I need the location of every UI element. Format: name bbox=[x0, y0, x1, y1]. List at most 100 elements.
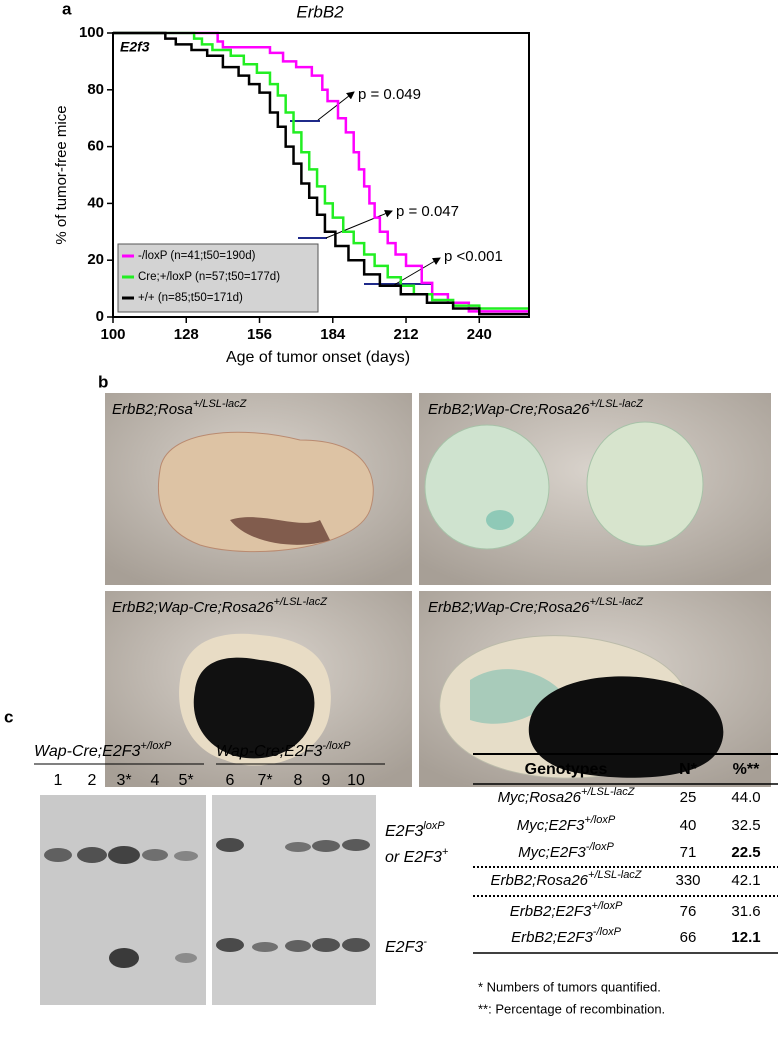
photo-caption: ErbB2;Wap-Cre;Rosa26+/LSL-lacZ bbox=[428, 596, 644, 616]
percent-cell: 42.1 bbox=[731, 872, 760, 889]
lane-label: 5* bbox=[178, 772, 193, 789]
tissue bbox=[586, 421, 704, 547]
plot-frame bbox=[112, 32, 530, 318]
table: Genotypes N* %** * Numbers of tumors qua… bbox=[473, 753, 778, 1016]
photo-caption: ErbB2;Wap-Cre;Rosa26+/LSL-lacZ bbox=[112, 596, 328, 616]
photo-caption: ErbB2;Rosa+/LSL-lacZ bbox=[112, 398, 248, 418]
p-value: p = 0.047 bbox=[396, 203, 459, 220]
percent-cell: 44.0 bbox=[731, 789, 760, 806]
photo-panel: ErbB2;Rosa+/LSL-lacZ ErbB2;Wap-Cre;Rosa2… bbox=[105, 393, 771, 787]
p-value: p <0.001 bbox=[444, 248, 503, 265]
photo-caption: ErbB2;Wap-Cre;Rosa26+/LSL-lacZ bbox=[428, 398, 644, 418]
arrow bbox=[325, 209, 393, 239]
caption-sup: +/LSL-lacZ bbox=[589, 596, 644, 608]
band bbox=[216, 838, 244, 852]
caption-sup: +/LSL-lacZ bbox=[193, 398, 248, 410]
genotype-sup: +/loxP bbox=[591, 900, 623, 912]
table-header: %** bbox=[733, 761, 760, 778]
caption-base: ErbB2;Wap-Cre;Rosa26 bbox=[428, 599, 590, 616]
tissue bbox=[230, 517, 330, 545]
p-value: p = 0.049 bbox=[358, 86, 421, 103]
survival-curve bbox=[113, 31, 529, 310]
x-tick-label: 184 bbox=[320, 326, 346, 343]
genotype-base: Myc;E2F3 bbox=[518, 844, 586, 861]
band-base: E2F3 bbox=[385, 823, 423, 840]
band bbox=[216, 938, 244, 952]
band-label: E2F3loxP bbox=[385, 820, 445, 840]
lane-label: 10 bbox=[347, 772, 365, 789]
percent-cell: 12.1 bbox=[731, 929, 760, 946]
band bbox=[142, 849, 168, 861]
band-base: or E2F3 bbox=[385, 849, 442, 866]
caption-base: ErbB2;Wap-Cre;Rosa26 bbox=[112, 599, 274, 616]
genotype-sup: -/loxP bbox=[593, 926, 622, 938]
lane-label: 6 bbox=[226, 772, 235, 789]
lane-label: 7* bbox=[257, 772, 272, 789]
group-base: Wap-Cre;E2F3 bbox=[34, 743, 141, 760]
bands bbox=[44, 838, 370, 968]
band bbox=[44, 848, 72, 862]
group-sup: -/loxP bbox=[322, 740, 351, 752]
gel-panel: Wap-Cre;E2F3+/loxP Wap-Cre;E2F3-/loxP E2… bbox=[34, 740, 449, 1005]
genotype-sup: +/loxP bbox=[584, 814, 616, 826]
x-tick-label: 100 bbox=[100, 326, 125, 343]
panel-label: c bbox=[4, 707, 13, 726]
x-axis-label: Age of tumor onset (days) bbox=[226, 349, 410, 366]
band bbox=[252, 942, 278, 952]
panel-label: b bbox=[98, 372, 108, 391]
genotype-cell: Myc;Rosa26+/LSL-lacZ bbox=[498, 786, 636, 806]
group-sup: +/loxP bbox=[140, 740, 172, 752]
genotype-base: Myc;Rosa26 bbox=[498, 789, 582, 806]
genotype-sup: +/LSL-lacZ bbox=[581, 786, 636, 798]
band bbox=[175, 953, 197, 963]
tissue bbox=[193, 657, 315, 759]
panel-label: a bbox=[62, 0, 72, 18]
gel-image bbox=[212, 795, 376, 1005]
percent-cell: 22.5 bbox=[731, 844, 760, 861]
band-sup: + bbox=[442, 846, 449, 858]
group-label: Wap-Cre;E2F3-/loxP bbox=[216, 740, 351, 760]
band bbox=[342, 938, 370, 952]
band-label: E2F3- bbox=[385, 936, 427, 956]
x-tick-label: 128 bbox=[174, 326, 199, 343]
y-tick-label: 0 bbox=[96, 308, 104, 325]
genotype-sup: +/LSL-lacZ bbox=[588, 869, 643, 881]
gel-image bbox=[40, 795, 206, 1005]
table-note: * Numbers of tumors quantified. bbox=[478, 979, 661, 994]
group-label: Wap-Cre;E2F3+/loxP bbox=[34, 740, 172, 760]
genotype-base: Myc;E2F3 bbox=[517, 817, 585, 834]
percent-cell: 32.5 bbox=[731, 817, 760, 834]
band-base: E2F3 bbox=[385, 939, 423, 956]
table-header: Genotypes bbox=[525, 761, 608, 778]
band bbox=[109, 948, 139, 968]
genotype-base: ErbB2;E2F3 bbox=[510, 903, 592, 920]
legend-box bbox=[117, 243, 319, 313]
tissue bbox=[528, 676, 724, 778]
group-base: Wap-Cre;E2F3 bbox=[216, 743, 323, 760]
tissue bbox=[424, 424, 550, 550]
caption-base: ErbB2;Rosa bbox=[112, 401, 193, 418]
genotype-cell: Myc;E2F3-/loxP bbox=[518, 841, 614, 861]
caption-sup: +/LSL-lacZ bbox=[273, 596, 328, 608]
band bbox=[285, 940, 311, 952]
survival-curve bbox=[113, 31, 529, 316]
legend-label: +/+ (n=85;t50=171d) bbox=[138, 292, 243, 304]
band bbox=[342, 839, 370, 851]
table-note: **: Percentage of recombination. bbox=[478, 1001, 665, 1016]
genotype-cell: ErbB2;E2F3+/loxP bbox=[510, 900, 623, 920]
arrow bbox=[317, 91, 355, 121]
genotype-base: ErbB2;Rosa26 bbox=[490, 872, 588, 889]
annotation: E2f3 bbox=[120, 39, 150, 55]
band bbox=[285, 842, 311, 852]
legend-label: -/loxP (n=41;t50=190d) bbox=[138, 250, 256, 262]
band-sup: loxP bbox=[423, 820, 445, 832]
y-tick-label: 100 bbox=[79, 24, 104, 41]
percent-cell: 31.6 bbox=[731, 903, 760, 920]
genotype-cell: ErbB2;Rosa26+/LSL-lacZ bbox=[490, 869, 642, 889]
n-cell: 71 bbox=[680, 844, 697, 861]
band-sup: - bbox=[423, 936, 427, 948]
chart-title: ErbB2 bbox=[296, 2, 344, 21]
lane-label: 8 bbox=[294, 772, 303, 789]
